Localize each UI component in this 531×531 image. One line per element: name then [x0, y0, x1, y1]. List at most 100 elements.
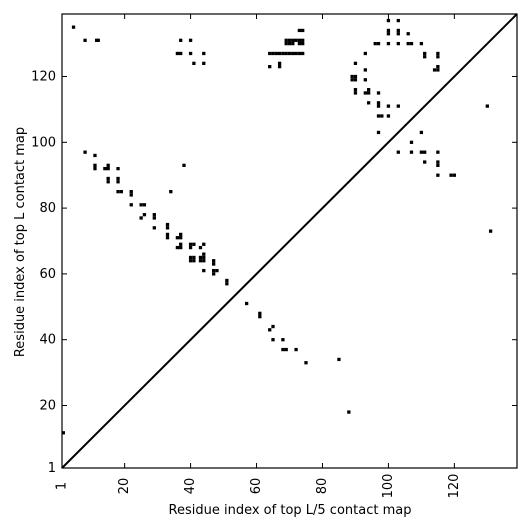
x-tick-label: 120 — [447, 474, 462, 499]
contact-point — [215, 268, 219, 273]
contact-point — [106, 166, 110, 171]
contact-point — [182, 163, 186, 167]
contact-point — [350, 74, 354, 79]
contact-point — [353, 91, 358, 95]
contact-point — [284, 347, 288, 352]
x-tick-label: 80 — [315, 478, 330, 495]
contact-point — [297, 28, 302, 33]
contact-point — [386, 28, 391, 33]
contact-point — [129, 190, 133, 194]
contact-point — [188, 255, 193, 260]
contact-point — [212, 272, 216, 276]
contact-point — [353, 61, 358, 65]
contact-point — [366, 101, 371, 105]
contact-point — [175, 245, 180, 250]
contact-point — [287, 51, 292, 56]
contact-point — [116, 180, 120, 184]
y-axis-title: Residue index of top L contact map — [13, 127, 28, 357]
contact-point — [294, 347, 298, 352]
contact-point — [396, 32, 400, 36]
contact-point — [93, 163, 97, 167]
contact-point — [202, 61, 206, 65]
contact-point — [188, 245, 193, 250]
contact-point — [271, 338, 275, 342]
contact-point — [179, 245, 183, 250]
contact-point — [353, 88, 358, 92]
contact-point — [386, 32, 391, 36]
contact-point — [419, 130, 424, 135]
contact-point — [277, 51, 282, 56]
x-tick-label: 1 — [55, 482, 70, 490]
contact-point — [423, 160, 427, 164]
contact-point — [423, 55, 427, 59]
contact-point — [436, 68, 440, 72]
contact-point — [274, 51, 278, 56]
contact-point — [142, 203, 147, 207]
contact-point — [297, 38, 302, 42]
contact-point — [301, 38, 305, 42]
contact-point — [268, 64, 272, 69]
contact-point — [258, 315, 262, 319]
contact-point — [423, 150, 427, 154]
contact-point — [116, 176, 120, 181]
contact-point — [449, 173, 453, 177]
contact-point — [281, 51, 285, 56]
y-tick-label: 80 — [39, 201, 56, 216]
contact-point — [179, 236, 183, 240]
contact-point — [396, 41, 400, 46]
contact-point — [281, 338, 285, 342]
contact-point — [139, 203, 143, 207]
contact-point — [116, 166, 120, 171]
contact-point — [304, 361, 308, 365]
contact-point — [268, 51, 272, 56]
contact-point — [301, 51, 305, 56]
contact-point — [212, 259, 216, 263]
contact-point — [284, 51, 288, 56]
contact-point — [152, 216, 156, 220]
y-tick-label: 20 — [39, 398, 56, 413]
contact-point — [202, 252, 206, 256]
contact-point — [419, 150, 424, 154]
contact-point — [419, 41, 424, 46]
contact-point — [287, 38, 292, 42]
contact-point — [409, 41, 414, 46]
contact-point — [363, 51, 367, 56]
contact-point — [373, 41, 377, 46]
contact-point — [83, 150, 87, 154]
contact-point — [294, 51, 298, 56]
contact-point — [423, 51, 427, 56]
contact-point — [165, 232, 170, 237]
contact-point — [376, 41, 381, 46]
contact-point — [96, 38, 100, 42]
contact-point — [188, 259, 193, 263]
contact-point — [106, 176, 110, 181]
contact-point — [165, 236, 170, 240]
contact-point — [396, 150, 400, 154]
contact-point — [139, 216, 143, 220]
contact-point — [202, 259, 206, 263]
y-tick-label: 60 — [39, 267, 56, 282]
contact-point — [202, 268, 206, 273]
contact-point — [61, 431, 65, 435]
contact-point — [119, 190, 123, 194]
contact-point — [301, 28, 305, 33]
contact-point — [376, 114, 381, 118]
contact-point — [268, 328, 272, 332]
contact-point — [452, 173, 457, 177]
contact-point — [188, 51, 193, 56]
contact-point — [376, 104, 381, 108]
x-axis-title: Residue index of top L/5 contact map — [169, 503, 412, 518]
contact-point — [396, 28, 400, 33]
x-tick-label: 100 — [381, 474, 396, 499]
contact-point — [93, 153, 97, 158]
contact-point — [198, 245, 203, 250]
plot-area — [61, 13, 518, 469]
contact-point — [192, 255, 196, 260]
contact-point — [284, 41, 288, 46]
contact-point — [386, 104, 391, 108]
contact-point — [225, 282, 229, 286]
contact-point — [93, 166, 97, 171]
contact-point — [488, 229, 493, 233]
contact-point — [179, 38, 183, 42]
